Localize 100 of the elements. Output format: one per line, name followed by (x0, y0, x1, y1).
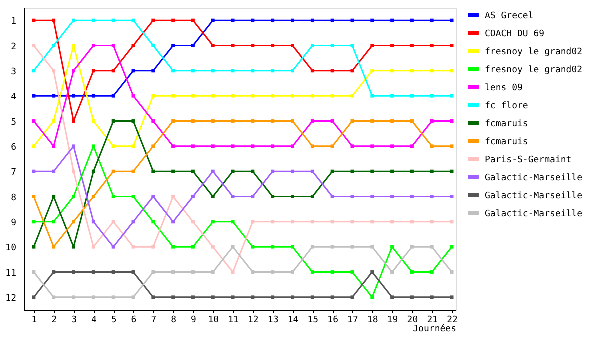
point (430, 220, 434, 224)
point (92, 245, 96, 249)
point (152, 245, 156, 249)
point (450, 94, 454, 98)
point (32, 44, 36, 48)
y-tick-label: 9 (11, 218, 16, 228)
x-tick-label: 9 (191, 316, 196, 326)
point (251, 69, 255, 73)
x-tick-label: 20 (407, 316, 418, 326)
x-tick-label: 13 (268, 316, 279, 326)
point (410, 296, 414, 300)
x-tick-label: 18 (367, 316, 378, 326)
point (52, 170, 56, 174)
point (271, 170, 275, 174)
point (430, 245, 434, 249)
point (330, 44, 334, 48)
point (450, 296, 454, 300)
point (291, 44, 294, 48)
point (211, 144, 215, 148)
point (92, 270, 96, 274)
point (32, 120, 36, 123)
point (92, 69, 96, 73)
point (450, 170, 454, 174)
point (52, 270, 56, 274)
point (72, 170, 76, 174)
point (72, 220, 76, 224)
point (410, 94, 414, 98)
x-axis-title: Journées (413, 324, 456, 334)
point (231, 69, 235, 73)
x-tick-label: 11 (228, 316, 239, 326)
point (410, 270, 414, 274)
point (291, 195, 294, 198)
point (450, 44, 454, 48)
point (350, 170, 354, 174)
point (271, 270, 275, 274)
point (152, 144, 156, 148)
point (350, 120, 354, 123)
point (152, 170, 156, 174)
legend-label: Galactic-Marseille (485, 210, 583, 220)
point (410, 120, 414, 123)
point (231, 18, 235, 22)
point (251, 245, 255, 249)
point (450, 69, 454, 73)
point (112, 296, 116, 300)
point (191, 170, 195, 174)
point (271, 94, 275, 98)
point (211, 94, 215, 98)
point (172, 18, 176, 22)
point (231, 170, 235, 174)
point (72, 44, 76, 48)
point (191, 270, 195, 274)
point (350, 69, 354, 73)
legend-label: fc flore (485, 102, 528, 112)
point (32, 245, 36, 249)
point (112, 94, 116, 98)
point (271, 18, 275, 22)
point (52, 94, 56, 98)
point (211, 69, 215, 73)
point (32, 18, 36, 22)
point (172, 270, 176, 274)
point (251, 120, 255, 123)
point (251, 18, 255, 22)
legend-label: fresnoy le grand02 (485, 48, 583, 58)
point (310, 170, 314, 174)
point (52, 245, 56, 249)
point (211, 245, 215, 249)
point (330, 120, 334, 123)
point (72, 270, 76, 274)
point (390, 296, 394, 300)
point (152, 195, 156, 198)
point (350, 245, 354, 249)
x-tick-label: 6 (131, 316, 137, 326)
y-tick-label: 12 (6, 294, 16, 304)
point (330, 18, 334, 22)
point (112, 195, 116, 198)
point (191, 296, 195, 300)
point (410, 18, 414, 22)
point (211, 120, 215, 123)
point (251, 195, 255, 198)
x-tick-label: 1 (32, 316, 38, 326)
point (310, 144, 314, 148)
point (152, 44, 156, 48)
point (251, 270, 255, 274)
point (92, 170, 96, 174)
point (172, 195, 176, 198)
point (410, 144, 414, 148)
point (211, 270, 215, 274)
point (291, 69, 294, 73)
point (172, 69, 176, 73)
point (430, 44, 434, 48)
point (72, 296, 76, 300)
point (92, 296, 96, 300)
point (330, 245, 334, 249)
point (231, 245, 235, 249)
point (330, 195, 334, 198)
point (32, 69, 36, 73)
y-tick-label: 6 (11, 142, 16, 153)
point (390, 195, 394, 198)
x-tick-label: 17 (348, 316, 358, 326)
point (32, 195, 36, 198)
